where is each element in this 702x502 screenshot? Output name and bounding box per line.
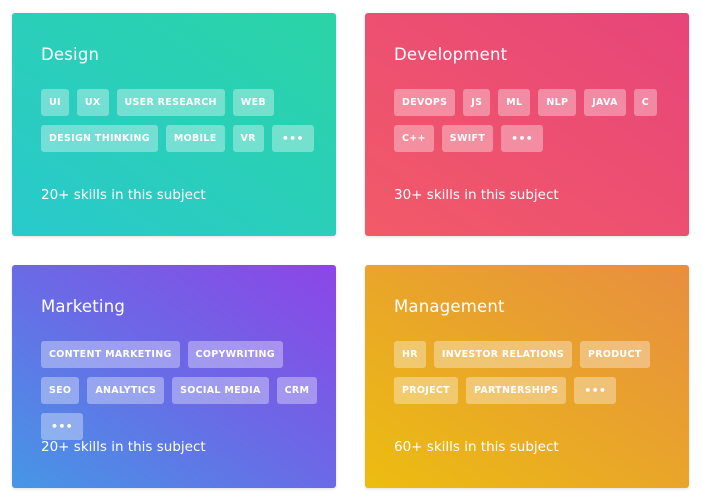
subject-card-marketing[interactable]: Marketing CONTENT MARKETING COPYWRITING SEO…: [12, 265, 336, 488]
card-title: Marketing: [41, 297, 126, 316]
more-tags-button[interactable]: •••: [501, 125, 544, 152]
more-tags-button[interactable]: •••: [574, 377, 617, 404]
skill-tag[interactable]: C: [633, 89, 658, 116]
skill-tag[interactable]: PARTNERSHIPS: [465, 377, 567, 404]
skill-tag[interactable]: VR: [232, 125, 264, 152]
skill-tag[interactable]: PRODUCT: [579, 341, 650, 368]
skills-count: 30+ skills in this subject: [394, 187, 559, 203]
skill-tag[interactable]: HR: [394, 341, 426, 368]
skill-tag[interactable]: CRM: [276, 377, 318, 404]
skill-tag[interactable]: NLP: [538, 89, 577, 116]
skills-count: 60+ skills in this subject: [394, 439, 559, 455]
tag-list: CONTENT MARKETING COPYWRITING SEO ANALYTICS…: [41, 341, 321, 440]
tag-list: DEVOPS JS ML NLP JAVA C C++ SWIFT •••: [394, 89, 674, 152]
card-title: Development: [394, 45, 508, 64]
tag-list: HR INVESTOR RELATIONS PRODUCT PROJECT PARTNE…: [394, 341, 674, 404]
skill-tag[interactable]: CONTENT MARKETING: [41, 341, 180, 368]
skill-tag[interactable]: ANALYTICS: [87, 377, 165, 404]
subject-card-management[interactable]: Management HR INVESTOR RELATIONS PRODUCT PRO…: [365, 265, 689, 488]
skill-tag[interactable]: COPYWRITING: [187, 341, 283, 368]
skill-tag[interactable]: MOBILE: [165, 125, 225, 152]
skill-tag[interactable]: WEB: [232, 89, 274, 116]
skill-tag[interactable]: SWIFT: [441, 125, 494, 152]
card-title: Design: [41, 45, 100, 64]
skill-tag[interactable]: DEVOPS: [394, 89, 456, 116]
card-title: Management: [394, 297, 505, 316]
skill-tag[interactable]: SEO: [41, 377, 80, 404]
skill-tag[interactable]: UI: [41, 89, 69, 116]
more-tags-button[interactable]: •••: [271, 125, 314, 152]
skill-tag[interactable]: USER RESEARCH: [116, 89, 225, 116]
skill-tag[interactable]: SOCIAL MEDIA: [172, 377, 269, 404]
skill-tag[interactable]: JAVA: [584, 89, 626, 116]
more-tags-button[interactable]: •••: [41, 413, 83, 440]
skills-count: 20+ skills in this subject: [41, 187, 206, 203]
skill-tag[interactable]: JS: [463, 89, 491, 116]
subject-card-development[interactable]: Development DEVOPS JS ML NLP JAVA C C++ SWIFT •••…: [365, 13, 689, 236]
skill-tag[interactable]: ML: [498, 89, 531, 116]
tag-list: UI UX USER RESEARCH WEB DESIGN THINKING MOBIL…: [41, 89, 321, 152]
subject-card-design[interactable]: Design UI UX USER RESEARCH WEB DESIGN THINKIN…: [12, 13, 336, 236]
skills-count: 20+ skills in this subject: [41, 439, 206, 455]
skill-tag[interactable]: C++: [394, 125, 434, 152]
skill-tag[interactable]: DESIGN THINKING: [41, 125, 158, 152]
skill-tag[interactable]: INVESTOR RELATIONS: [433, 341, 572, 368]
skill-tag[interactable]: PROJECT: [394, 377, 458, 404]
skill-tag[interactable]: UX: [76, 89, 109, 116]
